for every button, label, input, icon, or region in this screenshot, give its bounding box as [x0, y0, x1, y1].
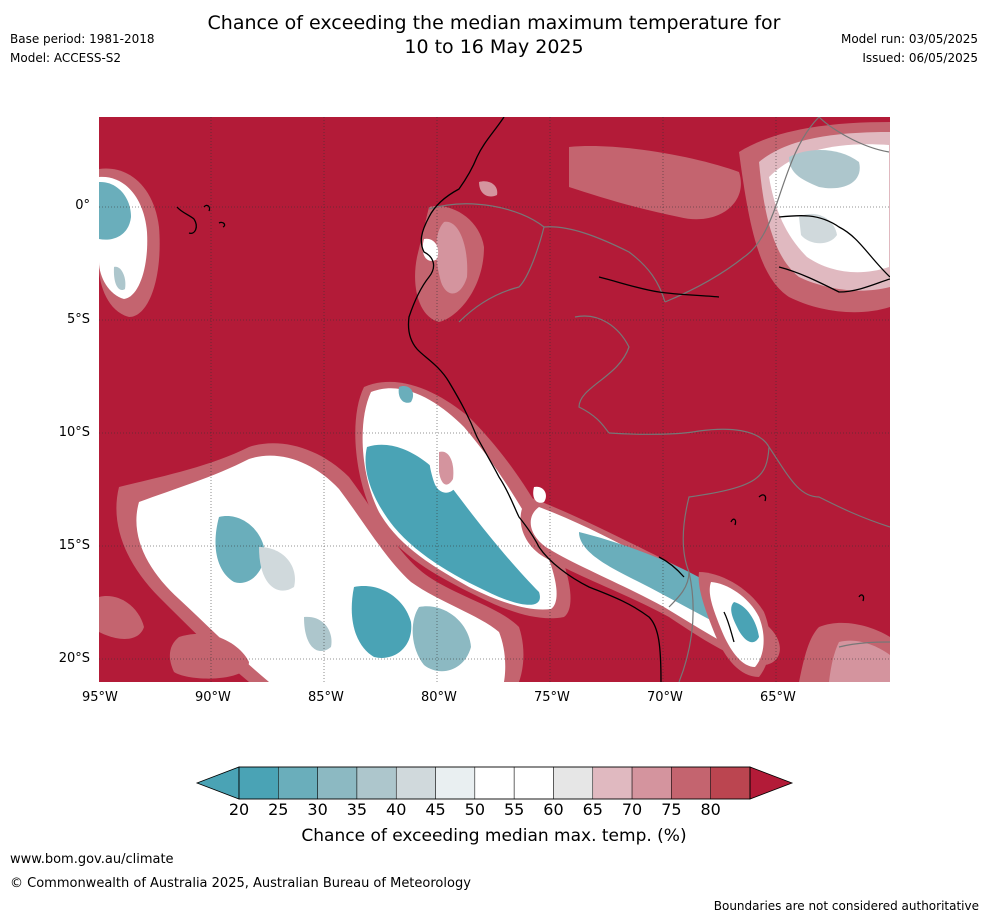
- lon-tick-label: 95°W: [82, 690, 118, 705]
- colorbar-tick-label: 50: [464, 800, 486, 819]
- colorbar-tick-label: 80: [700, 800, 721, 819]
- region-southwest: [99, 443, 524, 682]
- colorbar-segment: [435, 766, 476, 800]
- country-boundaries: [428, 117, 890, 682]
- colorbar-tick-label: 70: [621, 800, 643, 819]
- colorbar-segment: [474, 766, 515, 800]
- colorbar: [195, 766, 794, 800]
- disclaimer-text: Boundaries are not considered authoritat…: [713, 899, 979, 913]
- lon-tick-label: 90°W: [195, 690, 231, 705]
- colorbar-segment: [238, 766, 279, 800]
- colorbar-tick-label: 75: [661, 800, 682, 819]
- copyright-text: © Commonwealth of Australia 2025, Austra…: [10, 876, 471, 891]
- website-link[interactable]: www.bom.gov.au/climate: [10, 852, 174, 867]
- map-title-line1: Chance of exceeding the median maximum t…: [207, 12, 781, 34]
- graticule: [99, 117, 890, 682]
- colorbar-segment: [631, 766, 672, 800]
- issued-text: Issued: 06/05/2025: [862, 51, 978, 65]
- colorbar-tick-label: 35: [346, 800, 368, 819]
- colorbar-label: Chance of exceeding median max. temp. (%…: [301, 826, 687, 846]
- lat-tick-label: 10°S: [58, 425, 90, 440]
- colorbar-tick-label: 55: [503, 800, 525, 819]
- colorbar-tick-label: 30: [307, 800, 328, 819]
- colorbar-extend-high: [749, 766, 794, 800]
- lat-tick-label: 5°S: [66, 312, 90, 327]
- lon-tick-label: 75°W: [534, 690, 570, 705]
- lon-tick-label: 80°W: [421, 690, 457, 705]
- lat-tick-label: 0°: [75, 198, 90, 213]
- probability-map: [99, 117, 890, 682]
- colorbar-extend-low: [195, 766, 240, 800]
- map-title-line2: 10 to 16 May 2025: [404, 36, 584, 58]
- colorbar-tick-label: 45: [425, 800, 446, 819]
- colorbar-segment: [356, 766, 397, 800]
- colorbar-tick-label: 60: [543, 800, 564, 819]
- base-period-text: Base period: 1981-2018: [10, 32, 155, 46]
- lon-tick-label: 85°W: [308, 690, 344, 705]
- region-southeast: [698, 572, 890, 682]
- colorbar-tick-label: 40: [386, 800, 407, 819]
- lat-tick-label: 15°S: [58, 538, 90, 553]
- coastlines: [176, 117, 890, 682]
- model-run-text: Model run: 03/05/2025: [840, 32, 978, 46]
- colorbar-segment: [317, 766, 358, 800]
- colorbar-tick-label: 65: [582, 800, 603, 819]
- colorbar-tick-label: 20: [228, 800, 250, 819]
- colorbar-tick-label: 25: [268, 800, 289, 819]
- colorbar-segment: [395, 766, 436, 800]
- colorbar-segment: [513, 766, 554, 800]
- region-coastal-band: [355, 381, 780, 666]
- model-text: Model: ACCESS-S2: [10, 51, 122, 65]
- colorbar-segment: [592, 766, 633, 800]
- colorbar-segment: [710, 766, 751, 800]
- colorbar-segment: [671, 766, 711, 800]
- lon-tick-label: 70°W: [647, 690, 683, 705]
- colorbar-segment: [553, 766, 594, 800]
- region-northwest: [99, 168, 160, 317]
- lon-tick-label: 65°W: [760, 690, 796, 705]
- colorbar-segment: [278, 766, 318, 800]
- lat-tick-label: 20°S: [58, 651, 90, 666]
